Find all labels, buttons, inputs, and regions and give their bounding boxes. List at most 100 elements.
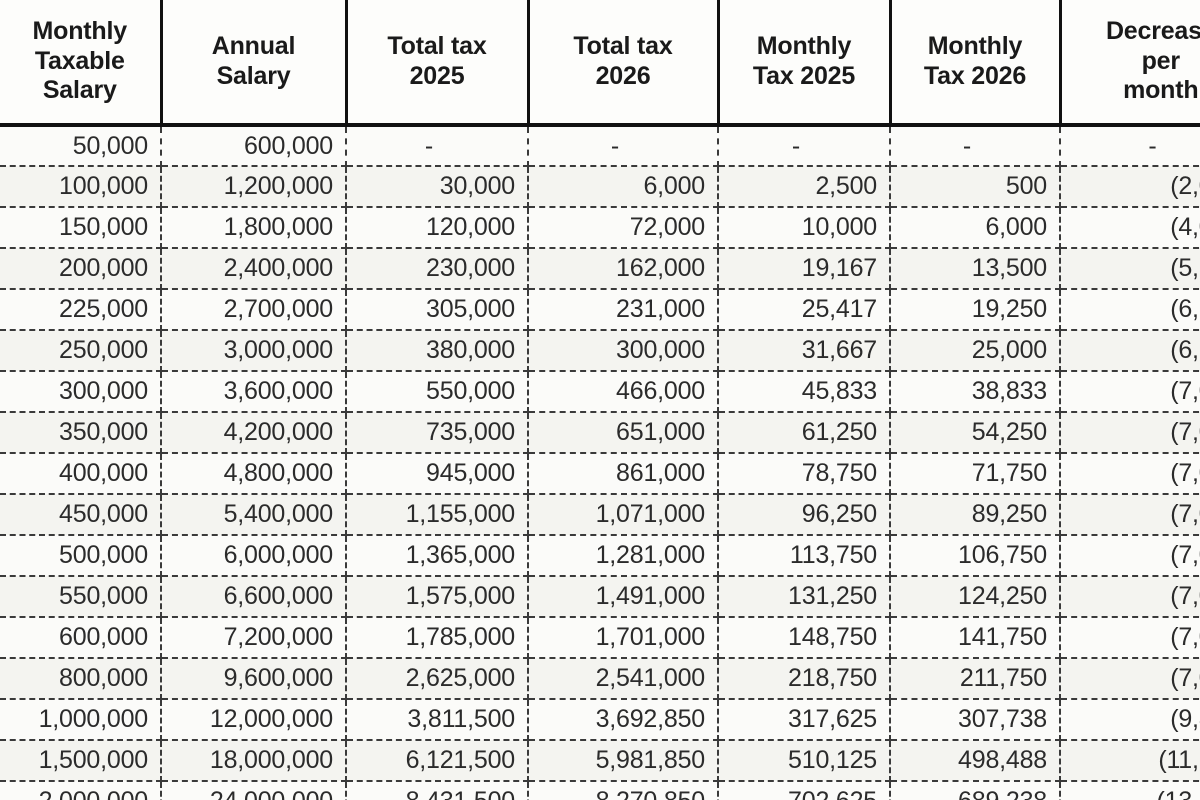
cell-monthly_taxable_salary[interactable]: 50,000	[0, 125, 162, 167]
cell-total_tax_2026[interactable]: 6,000	[528, 166, 719, 208]
table-row[interactable]: 800,000 9,600,000 2,625,000 2,541,000 218,75…	[0, 658, 1200, 700]
cell-monthly_taxable_salary[interactable]: 1,500,000	[0, 740, 162, 782]
column-header-decrease_per_month[interactable]: Decreasepermonth	[1060, 0, 1200, 127]
table-row[interactable]: 350,000 4,200,000 735,000 651,000 61,250 54,2…	[0, 412, 1200, 454]
cell-decrease_per_month[interactable]: (7,000)	[1060, 412, 1200, 454]
cell-total_tax_2026[interactable]: 162,000	[528, 248, 719, 290]
cell-monthly_taxable_salary[interactable]: 1,000,000	[0, 699, 162, 741]
cell-monthly_tax_2026[interactable]: 689,238	[890, 781, 1061, 800]
column-header-monthly_taxable_salary[interactable]: Monthly Taxable Salary	[0, 0, 163, 127]
column-header-monthly_tax_2025[interactable]: Monthly Tax 2025	[718, 0, 892, 127]
cell-total_tax_2026[interactable]: -	[528, 125, 719, 167]
cell-monthly_taxable_salary[interactable]: 100,000	[0, 166, 162, 208]
cell-monthly_tax_2026[interactable]: 307,738	[890, 699, 1061, 741]
cell-total_tax_2026[interactable]: 3,692,850	[528, 699, 719, 741]
cell-decrease_per_month[interactable]: (7,000)	[1060, 453, 1200, 495]
cell-monthly_tax_2026[interactable]: 6,000	[890, 207, 1061, 249]
cell-total_tax_2026[interactable]: 1,491,000	[528, 576, 719, 618]
cell-monthly_taxable_salary[interactable]: 250,000	[0, 330, 162, 372]
cell-monthly_tax_2026[interactable]: 38,833	[890, 371, 1061, 413]
cell-decrease_per_month[interactable]: (5,667)	[1060, 248, 1200, 290]
cell-decrease_per_month[interactable]: (6,167)	[1060, 289, 1200, 331]
cell-monthly_taxable_salary[interactable]: 450,000	[0, 494, 162, 536]
cell-total_tax_2025[interactable]: 945,000	[346, 453, 529, 495]
column-header-annual_salary[interactable]: Annual Salary	[161, 0, 348, 127]
cell-decrease_per_month[interactable]: (11,638)	[1060, 740, 1200, 782]
cell-monthly_tax_2026[interactable]: 54,250	[890, 412, 1061, 454]
cell-monthly_tax_2026[interactable]: 106,750	[890, 535, 1061, 577]
cell-total_tax_2025[interactable]: 8,431,500	[346, 781, 529, 800]
cell-total_tax_2026[interactable]: 8,270,850	[528, 781, 719, 800]
cell-total_tax_2025[interactable]: 305,000	[346, 289, 529, 331]
cell-monthly_tax_2025[interactable]: 25,417	[718, 289, 891, 331]
table-row[interactable]: 150,000 1,800,000 120,000 72,000 10,000 6,000…	[0, 207, 1200, 249]
cell-annual_salary[interactable]: 6,000,000	[161, 535, 347, 577]
column-header-total_tax_2026[interactable]: Total tax 2026	[528, 0, 720, 127]
cell-monthly_tax_2025[interactable]: 45,833	[718, 371, 891, 413]
cell-monthly_tax_2026[interactable]: 25,000	[890, 330, 1061, 372]
cell-decrease_per_month[interactable]: (7,000)	[1060, 617, 1200, 659]
cell-monthly_tax_2025[interactable]: 19,167	[718, 248, 891, 290]
cell-monthly_tax_2026[interactable]: 19,250	[890, 289, 1061, 331]
table-row[interactable]: 550,000 6,600,000 1,575,000 1,491,000 131,25…	[0, 576, 1200, 618]
cell-monthly_tax_2026[interactable]: 498,488	[890, 740, 1061, 782]
cell-annual_salary[interactable]: 600,000	[161, 125, 347, 167]
cell-monthly_tax_2025[interactable]: 31,667	[718, 330, 891, 372]
cell-total_tax_2025[interactable]: 120,000	[346, 207, 529, 249]
cell-decrease_per_month[interactable]: (4,000)	[1060, 207, 1200, 249]
cell-monthly_taxable_salary[interactable]: 350,000	[0, 412, 162, 454]
cell-monthly_taxable_salary[interactable]: 225,000	[0, 289, 162, 331]
table-row[interactable]: 1,500,000 18,000,000 6,121,500 5,981,850 510…	[0, 740, 1200, 782]
cell-monthly_tax_2025[interactable]: 10,000	[718, 207, 891, 249]
cell-annual_salary[interactable]: 1,800,000	[161, 207, 347, 249]
cell-monthly_tax_2026[interactable]: 13,500	[890, 248, 1061, 290]
cell-monthly_tax_2025[interactable]: 148,750	[718, 617, 891, 659]
cell-annual_salary[interactable]: 3,600,000	[161, 371, 347, 413]
cell-total_tax_2025[interactable]: 2,625,000	[346, 658, 529, 700]
cell-total_tax_2025[interactable]: -	[346, 125, 529, 167]
table-row[interactable]: 225,000 2,700,000 305,000 231,000 25,417 19,2…	[0, 289, 1200, 331]
cell-total_tax_2025[interactable]: 30,000	[346, 166, 529, 208]
cell-total_tax_2026[interactable]: 466,000	[528, 371, 719, 413]
cell-monthly_tax_2026[interactable]: 211,750	[890, 658, 1061, 700]
cell-total_tax_2026[interactable]: 1,281,000	[528, 535, 719, 577]
cell-total_tax_2026[interactable]: 5,981,850	[528, 740, 719, 782]
cell-monthly_tax_2026[interactable]: 500	[890, 166, 1061, 208]
cell-monthly_taxable_salary[interactable]: 600,000	[0, 617, 162, 659]
cell-total_tax_2025[interactable]: 550,000	[346, 371, 529, 413]
cell-decrease_per_month[interactable]: (2,000)	[1060, 166, 1200, 208]
cell-annual_salary[interactable]: 5,400,000	[161, 494, 347, 536]
cell-annual_salary[interactable]: 12,000,000	[161, 699, 347, 741]
cell-annual_salary[interactable]: 2,700,000	[161, 289, 347, 331]
cell-decrease_per_month[interactable]: (7,000)	[1060, 371, 1200, 413]
cell-decrease_per_month[interactable]: (7,000)	[1060, 576, 1200, 618]
table-row[interactable]: 600,000 7,200,000 1,785,000 1,701,000 148,75…	[0, 617, 1200, 659]
cell-decrease_per_month[interactable]: (9,888)	[1060, 699, 1200, 741]
cell-total_tax_2025[interactable]: 3,811,500	[346, 699, 529, 741]
cell-monthly_tax_2025[interactable]: 218,750	[718, 658, 891, 700]
cell-decrease_per_month[interactable]: (7,000)	[1060, 658, 1200, 700]
table-row[interactable]: 100,0001,200,00030,0006,0002,500500(2,00…	[0, 166, 1200, 208]
cell-decrease_per_month[interactable]: -	[1060, 125, 1200, 167]
cell-monthly_tax_2026[interactable]: 71,750	[890, 453, 1061, 495]
cell-total_tax_2026[interactable]: 2,541,000	[528, 658, 719, 700]
cell-total_tax_2025[interactable]: 735,000	[346, 412, 529, 454]
cell-annual_salary[interactable]: 4,200,000	[161, 412, 347, 454]
cell-annual_salary[interactable]: 3,000,000	[161, 330, 347, 372]
cell-total_tax_2025[interactable]: 6,121,500	[346, 740, 529, 782]
cell-monthly_taxable_salary[interactable]: 200,000	[0, 248, 162, 290]
cell-monthly_taxable_salary[interactable]: 400,000	[0, 453, 162, 495]
table-row[interactable]: 400,000 4,800,000 945,000 861,000 78,750 71,7…	[0, 453, 1200, 495]
cell-monthly_tax_2025[interactable]: 61,250	[718, 412, 891, 454]
cell-monthly_taxable_salary[interactable]: 150,000	[0, 207, 162, 249]
cell-total_tax_2026[interactable]: 300,000	[528, 330, 719, 372]
cell-monthly_tax_2025[interactable]: 113,750	[718, 535, 891, 577]
cell-monthly_tax_2025[interactable]: 317,625	[718, 699, 891, 741]
cell-annual_salary[interactable]: 7,200,000	[161, 617, 347, 659]
table-row[interactable]: 1,000,000 12,000,000 3,811,500 3,692,850 317…	[0, 699, 1200, 741]
cell-annual_salary[interactable]: 1,200,000	[161, 166, 347, 208]
cell-monthly_tax_2026[interactable]: 124,250	[890, 576, 1061, 618]
cell-total_tax_2026[interactable]: 231,000	[528, 289, 719, 331]
cell-decrease_per_month[interactable]: (7,000)	[1060, 535, 1200, 577]
cell-total_tax_2026[interactable]: 651,000	[528, 412, 719, 454]
